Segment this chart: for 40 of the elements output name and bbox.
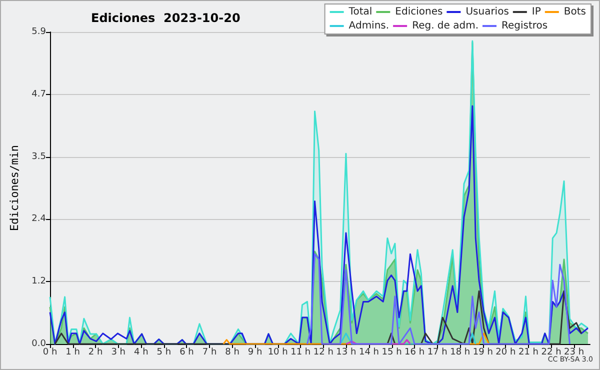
x-tick-label: 21 h <box>518 348 538 358</box>
x-tick-label: 5 h <box>156 348 172 358</box>
legend-label: Bots <box>564 6 586 18</box>
x-tick-label: 2 h <box>88 348 103 358</box>
y-tick-label: 0.0 <box>32 339 46 349</box>
legend-label: Ediciones <box>395 6 443 18</box>
x-tick-label: 12 h <box>313 348 334 358</box>
x-tick-label: 4 h <box>134 348 148 358</box>
x-tick-label: 0 h <box>42 348 58 358</box>
x-tick-label: 8 h <box>225 348 240 358</box>
x-tick-label: 9 h <box>248 348 262 358</box>
x-tick-label: 3 h <box>111 348 126 358</box>
x-tick-label: 11 h <box>290 348 311 358</box>
x-tick-label: 17 h <box>427 348 448 358</box>
legend-label: IP <box>532 6 541 18</box>
x-tick-label: 18 h <box>450 348 470 358</box>
legend-label: Registros <box>501 20 548 32</box>
y-tick-label: 3.5 <box>32 152 46 162</box>
x-tick-label: 22 h <box>541 348 562 358</box>
legend-label: Admins. <box>348 20 390 32</box>
x-tick-label: 14 h <box>358 348 380 358</box>
y-axis-title: Ediciones/min <box>8 144 21 232</box>
legend-label: Usuarios <box>466 6 509 18</box>
y-tick-label: 4.7 <box>32 89 46 100</box>
x-tick-label: 19 h <box>472 348 493 358</box>
x-tick-label: 13 h <box>336 348 356 358</box>
chart-title: Ediciones 2023-10-20 <box>91 11 240 25</box>
y-tick-label: 1.2 <box>32 276 46 287</box>
y-tick-label: 2.4 <box>32 214 46 224</box>
x-tick-label: 6 h <box>180 348 194 358</box>
x-tick-label: 23 h <box>564 348 584 358</box>
y-tick-label: 5.9 <box>32 27 46 37</box>
legend-label: Reg. de adm. <box>412 20 478 32</box>
legend-label: Total <box>348 6 372 18</box>
x-tick-label: 7 h <box>202 348 217 358</box>
x-tick-label: 20 h <box>496 348 516 358</box>
x-tick-label: 15 h <box>382 348 402 358</box>
x-tick-label: 16 h <box>404 348 425 358</box>
x-tick-label: 10 h <box>268 348 288 358</box>
x-tick-label: 1 h <box>66 348 80 358</box>
